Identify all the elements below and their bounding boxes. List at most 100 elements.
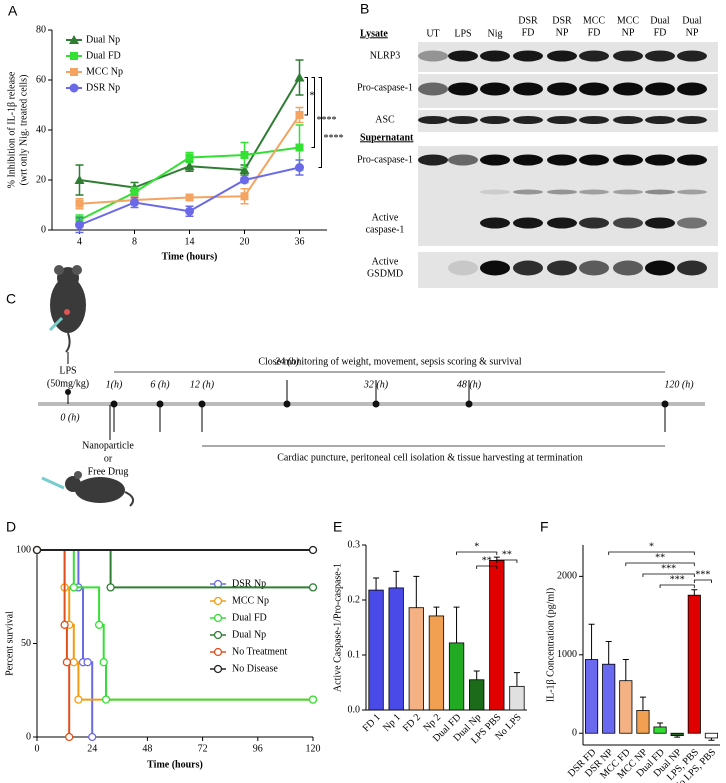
legend-marker <box>69 35 79 44</box>
x-tick-label: 20 <box>240 236 250 247</box>
y-tick-label: 0 <box>26 731 31 742</box>
row-label: Active <box>372 256 399 267</box>
marker <box>240 192 249 201</box>
marker <box>240 151 249 159</box>
treatment-label: or <box>104 453 113 464</box>
blot-band <box>480 50 510 62</box>
error-bar <box>513 672 520 687</box>
panel-label: D <box>6 519 16 535</box>
survival-point <box>101 695 111 704</box>
significance-label: *** <box>661 563 676 574</box>
injection-label: LPS <box>59 365 76 376</box>
blot-band <box>547 154 577 166</box>
significance-bracket <box>625 562 695 566</box>
timepoint-dot <box>198 400 206 408</box>
significance-bracket <box>476 565 498 569</box>
bar <box>368 589 384 711</box>
timepoint-label: 120 (h) <box>664 379 694 390</box>
marker <box>295 163 304 172</box>
marker <box>295 143 304 152</box>
legend-marker <box>70 52 78 60</box>
y-tick-label: 100 <box>16 544 31 555</box>
panel-label: B <box>360 1 369 17</box>
lane-label: LPS <box>454 28 471 39</box>
marker <box>74 175 85 184</box>
error-bar <box>622 659 629 681</box>
x-axis-label: Time (hours) <box>162 251 218 262</box>
blot-band <box>513 82 543 96</box>
timepoint-dot <box>156 400 164 408</box>
blot-band <box>677 154 707 166</box>
blot-band <box>513 50 543 62</box>
survival-point <box>62 658 72 667</box>
blot-band <box>579 260 609 276</box>
blot-band <box>579 116 609 124</box>
blot-band <box>547 50 577 62</box>
lane-label: DSR <box>552 15 572 26</box>
significance-bracket <box>304 77 308 116</box>
lane-label: DSR <box>518 15 538 26</box>
bar <box>653 726 667 734</box>
legend-marker <box>213 596 223 606</box>
significance-label: * <box>310 91 315 102</box>
blot-band <box>645 50 675 62</box>
blot-band <box>613 154 643 166</box>
blot-band <box>547 217 577 229</box>
row-label: Active <box>372 212 399 223</box>
panel-label: C <box>6 291 16 307</box>
lane-label: Dual <box>650 15 670 26</box>
bar <box>670 732 684 736</box>
survival-point <box>60 620 69 629</box>
legend-label: Dual FD <box>232 612 267 623</box>
error-bar <box>433 606 440 616</box>
marker <box>130 198 139 207</box>
legend-label: Dual Np <box>86 34 120 45</box>
row-label: GSDMD <box>367 268 403 279</box>
marker <box>185 153 194 162</box>
lane-label: FD <box>654 27 667 38</box>
marker <box>185 193 194 202</box>
error-bar <box>605 640 612 665</box>
error-bar <box>413 575 420 608</box>
legend-label: MCC Np <box>86 66 123 77</box>
blot-band <box>645 154 675 166</box>
timepoint-dot <box>65 389 71 395</box>
x-axis-label: Time (hours) <box>147 759 203 770</box>
bar <box>388 587 404 711</box>
significance-bracket <box>456 551 498 555</box>
blot-band <box>513 189 543 195</box>
survival-point <box>106 583 115 592</box>
blot-band <box>613 116 643 124</box>
marker <box>294 72 305 82</box>
marker <box>130 188 139 197</box>
timepoint-label: 1(h) <box>106 379 123 390</box>
marker <box>295 111 304 119</box>
blot-band <box>677 50 707 62</box>
lane-label: Dual <box>682 15 702 26</box>
significance-label: * <box>649 541 654 552</box>
bar <box>602 663 616 734</box>
y-tick-label: 50 <box>21 638 31 649</box>
significance-label: **** <box>324 133 344 144</box>
x-tick-label: 36 <box>295 236 305 247</box>
blot-band <box>513 217 543 229</box>
survival-point <box>74 695 83 704</box>
survival-point <box>88 732 97 742</box>
y-tick-label: 0.2 <box>348 594 361 605</box>
legend-marker <box>213 647 223 657</box>
blot-band <box>480 154 510 166</box>
lane-label: NP <box>686 27 699 38</box>
legend-label: MCC Np <box>232 595 269 606</box>
timepoint-dot <box>465 400 473 408</box>
timepoint-label: 48 (h) <box>457 379 482 390</box>
significance-bracket <box>311 77 315 148</box>
lane-label: NP <box>622 27 635 38</box>
bar <box>408 607 424 711</box>
blot-band <box>677 82 707 96</box>
row-label: Pro-caspase-1 <box>357 154 413 165</box>
section-title: Lysate <box>360 28 388 39</box>
mouse-bottom-icon <box>41 471 135 507</box>
row-label: NLRP3 <box>370 50 401 61</box>
blot-band <box>547 82 577 96</box>
